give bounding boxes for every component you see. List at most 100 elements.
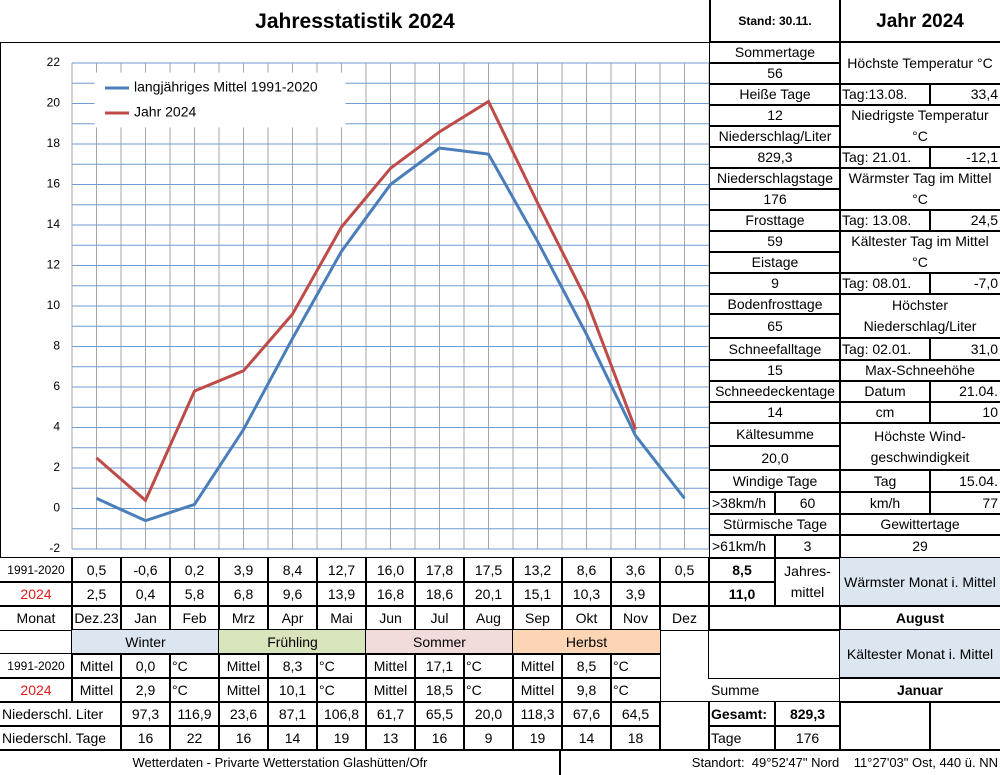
mean-value: 12,7 — [316, 557, 367, 583]
year-value: 0,4 — [120, 581, 171, 607]
stat-value: 65 — [709, 313, 841, 339]
mean-value: 3,9 — [218, 557, 269, 583]
precip-days: 14 — [561, 725, 612, 751]
precip-value: 23,6 — [218, 701, 269, 727]
year-value: 13,9 — [316, 581, 367, 607]
stat-value: 12 — [709, 104, 841, 127]
title: Jahresstatistik 2024 — [0, 0, 711, 43]
cell: °C — [610, 653, 661, 679]
cell: cm — [839, 401, 931, 424]
y-tick-label: 20 — [47, 96, 61, 110]
year-title: Jahr 2024 — [839, 0, 1000, 43]
year-value: 10,3 — [561, 581, 612, 607]
stat-label: Schneefalltage — [709, 337, 841, 361]
precip-days: 13 — [365, 725, 416, 751]
precip-days: 18 — [610, 725, 661, 751]
season-value: 17,1 — [414, 653, 465, 679]
mean-value: 0,5 — [71, 557, 122, 583]
month-label: Mai — [316, 605, 367, 631]
stat-value: 59 — [709, 230, 841, 253]
y-tick-label: 8 — [53, 339, 60, 353]
season-value: 10,1 — [267, 677, 318, 703]
cell: Jahres-mittel — [774, 557, 841, 607]
cell — [839, 701, 931, 751]
cell: Kältester Monat i. Mittel — [839, 629, 1000, 679]
month-label: Apr — [267, 605, 318, 631]
month-label: Aug — [463, 605, 514, 631]
year-value: 15,1 — [512, 581, 563, 607]
stat-label: Kältesumme — [709, 422, 841, 447]
month-label: Dez — [659, 605, 710, 631]
year-value: 20,1 — [463, 581, 514, 607]
line-series — [95, 146, 686, 523]
cell: Mittel — [512, 653, 563, 679]
cell: °C — [169, 677, 220, 703]
record-label: Wärmster Tag im Mittel °C — [839, 167, 1000, 211]
cell: 77 — [929, 491, 1000, 515]
cell: 1991-2020 — [0, 557, 73, 583]
record-value: 24,5 — [929, 209, 1000, 232]
precip-days: 14 — [267, 725, 318, 751]
cell — [659, 701, 710, 751]
cell: 1991-2020 — [0, 653, 73, 679]
mean-value: 17,5 — [463, 557, 514, 583]
precip-value: 106,8 — [316, 701, 367, 727]
mean-value: 16,0 — [365, 557, 416, 583]
cell: °C — [610, 677, 661, 703]
cell: Datum — [839, 380, 931, 403]
stat-label: Stürmische Tage — [709, 513, 841, 536]
season-name: Frühling — [218, 629, 367, 655]
stat-label: Niederschlagstage — [709, 167, 841, 190]
precip-days: 16 — [120, 725, 171, 751]
record-label: Höchster Niederschlag/Liter — [839, 293, 1000, 339]
month-label: Jul — [414, 605, 465, 631]
season-name: Winter — [71, 629, 220, 655]
month-label: Nov — [610, 605, 661, 631]
y-tick-label: 2 — [53, 460, 60, 474]
mean-value: 3,6 — [610, 557, 661, 583]
precip-days: 19 — [512, 725, 563, 751]
cell: August — [839, 605, 1000, 631]
year-value: 5,8 — [169, 581, 220, 607]
cell: °C — [316, 677, 367, 703]
record-label: Niedrigste Temperatur °C — [839, 104, 1000, 148]
cell: Mittel — [218, 677, 269, 703]
cell: 8,5 — [708, 557, 776, 583]
cell: Mittel — [365, 653, 416, 679]
season-value: 0,0 — [120, 653, 171, 679]
mean-value: 17,8 — [414, 557, 465, 583]
month-label: Okt — [561, 605, 612, 631]
stat-value: 14 — [709, 401, 841, 424]
y-tick-label: 16 — [47, 177, 61, 191]
stat-label: Eistage — [709, 251, 841, 274]
stat-label: Windige Tage — [709, 469, 841, 493]
chart-frame — [0, 42, 710, 558]
season-value: 18,5 — [414, 677, 465, 703]
cell: Summe — [711, 681, 760, 698]
month-label: Sep — [512, 605, 563, 631]
year-value: 16,8 — [365, 581, 416, 607]
precip-days: 9 — [463, 725, 514, 751]
stat-label: Schneedeckentage — [709, 380, 841, 403]
cell: Mittel — [512, 677, 563, 703]
record-day: Tag: 21.01. — [839, 146, 931, 169]
y-tick-label: 4 — [53, 420, 60, 434]
cell: °C — [463, 653, 514, 679]
cell: Tage — [708, 725, 776, 751]
cell: 2024 — [0, 677, 73, 703]
year-value: 9,6 — [267, 581, 318, 607]
season-name: Sommer — [365, 629, 514, 655]
cell: °C — [463, 677, 514, 703]
precip-days: 19 — [316, 725, 367, 751]
y-tick-label: 18 — [47, 136, 61, 150]
line-series — [95, 99, 637, 503]
stat-unit: >61km/h — [709, 534, 776, 559]
cell: 10 — [929, 401, 1000, 424]
mean-value: 8,4 — [267, 557, 318, 583]
precip-value: 64,5 — [610, 701, 661, 727]
cell: Tag — [839, 469, 931, 493]
cell: Januar — [839, 677, 1000, 703]
cell: 2024 — [0, 581, 73, 607]
stat-label: Bodenfrosttage — [709, 293, 841, 315]
